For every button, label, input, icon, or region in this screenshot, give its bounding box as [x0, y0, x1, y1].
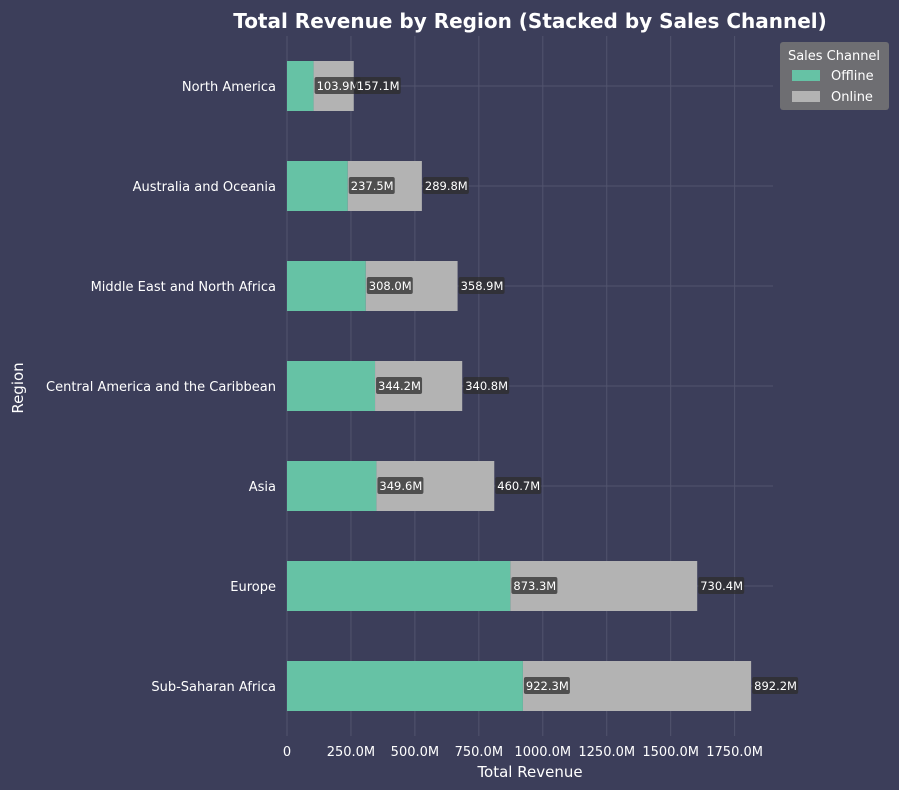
bar-offline [287, 661, 523, 711]
chart-title: Total Revenue by Region (Stacked by Sale… [233, 9, 827, 33]
bar-offline [287, 61, 314, 111]
value-label-box [366, 277, 413, 294]
x-tick-label: 250.0M [327, 745, 375, 760]
x-tick-label: 500.0M [391, 745, 439, 760]
value-label: 460.7M [497, 479, 540, 493]
x-axis-title: Total Revenue [476, 763, 582, 781]
bar-offline [287, 561, 511, 611]
value-label: 340.8M [465, 379, 508, 393]
value-label: 922.3M [526, 679, 569, 693]
legend: Sales Channel Offline Online [780, 42, 889, 110]
value-label-box [422, 177, 469, 194]
value-label-box [463, 377, 510, 394]
value-label: 358.9M [461, 279, 504, 293]
value-label-box [376, 377, 423, 394]
y-tick-label: Middle East and North Africa [91, 280, 276, 295]
value-label-box [377, 477, 424, 494]
bar-offline [287, 461, 377, 511]
x-tick-label: 1250.0M [578, 745, 635, 760]
y-tick-label: Europe [230, 580, 276, 595]
x-tick-label: 1750.0M [706, 745, 763, 760]
y-axis-title: Region [9, 362, 27, 413]
y-tick-label: Sub-Saharan Africa [151, 680, 276, 695]
value-label: 344.2M [378, 379, 421, 393]
value-label-box [348, 177, 395, 194]
value-label: 873.3M [513, 579, 556, 593]
bar-offline [287, 361, 376, 411]
legend-label: Online [831, 90, 873, 105]
value-label-box [458, 277, 505, 294]
value-label-box [354, 77, 401, 94]
bar-offline [287, 261, 366, 311]
value-label-box [511, 577, 558, 594]
x-tick-label: 750.0M [455, 745, 503, 760]
value-label: 157.1M [357, 79, 400, 93]
y-tick-label: Asia [249, 480, 276, 495]
x-tick-label: 1000.0M [514, 745, 571, 760]
y-tick-label: Australia and Oceania [133, 180, 276, 195]
value-label: 289.8M [425, 179, 468, 193]
legend-swatch [792, 70, 820, 81]
value-label: 892.2M [754, 679, 797, 693]
value-label-box [314, 77, 361, 94]
bar-offline [287, 161, 348, 211]
x-axis-ticks: 0 250.0M 500.0M 750.0M 1000.0M 1250.0M 1500.0M… [283, 745, 763, 760]
value-label: 308.0M [369, 279, 412, 293]
value-label: 730.4M [700, 579, 743, 593]
y-axis-ticks: North America Australia and Oceania Middle… [46, 80, 276, 695]
value-label: 349.6M [379, 479, 422, 493]
value-label: 237.5M [351, 179, 394, 193]
value-label-box [698, 577, 745, 594]
x-tick-label: 0 [283, 745, 291, 760]
value-label-box [523, 677, 570, 694]
value-label-box [752, 677, 799, 694]
value-label: 103.9M [317, 79, 360, 93]
legend-title: Sales Channel [788, 49, 880, 64]
y-tick-label: North America [182, 80, 276, 95]
y-tick-label: Central America and the Caribbean [46, 380, 276, 395]
legend-label: Offline [831, 69, 874, 84]
value-label-box [495, 477, 542, 494]
x-tick-label: 1500.0M [642, 745, 699, 760]
legend-swatch [792, 91, 820, 102]
